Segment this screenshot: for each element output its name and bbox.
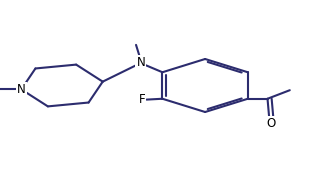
Text: F: F — [138, 93, 145, 106]
Text: O: O — [266, 117, 275, 130]
Text: N: N — [136, 56, 145, 69]
Text: N: N — [17, 83, 26, 96]
